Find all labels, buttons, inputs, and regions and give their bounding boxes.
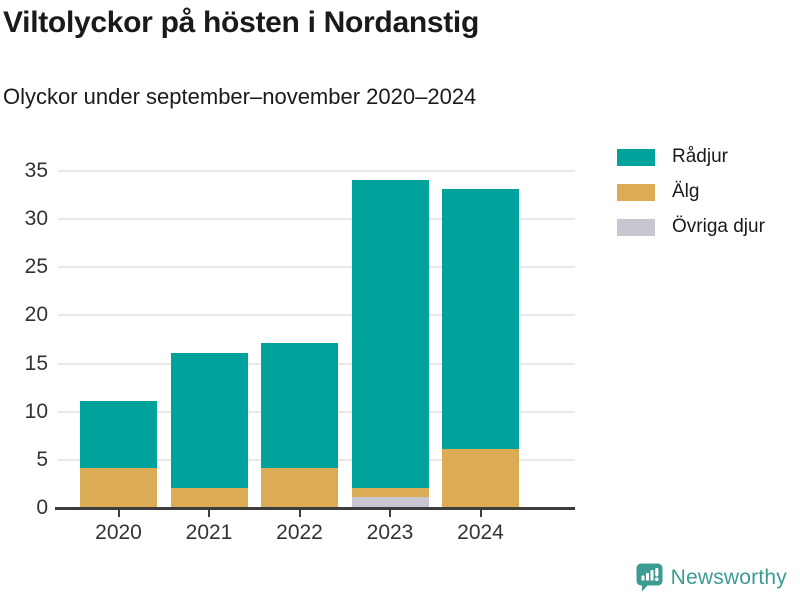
legend-item-Övriga djur: Övriga djur bbox=[617, 216, 765, 238]
x-axis-tick bbox=[117, 510, 120, 517]
bar-segment-2020-Älg bbox=[80, 468, 157, 507]
y-axis-tick-label: 0 bbox=[36, 496, 48, 519]
brand-name: Newsworthy bbox=[670, 565, 787, 589]
x-axis-tick bbox=[208, 510, 210, 517]
y-axis-tick-label: 20 bbox=[24, 303, 48, 327]
legend-label: Rådjur bbox=[672, 146, 728, 167]
bar-segment-2022-Älg bbox=[261, 468, 338, 507]
bar-segment-2020-Rådjur bbox=[80, 401, 157, 469]
x-axis-tick-label: 2023 bbox=[366, 521, 414, 544]
bar-segment-2022-Rådjur bbox=[261, 343, 338, 469]
bar-segment-2024-Rådjur bbox=[442, 189, 519, 450]
legend-label: Älg bbox=[672, 181, 700, 202]
y-axis-tick-label: 5 bbox=[36, 447, 48, 471]
y-axis-tick-label: 15 bbox=[24, 351, 48, 375]
x-axis-tick bbox=[479, 510, 482, 517]
x-axis-tick-label: 2021 bbox=[185, 521, 233, 544]
x-axis-tick-label: 2020 bbox=[95, 521, 142, 544]
gridline-y30 bbox=[58, 218, 575, 221]
legend-label: Övriga djur bbox=[672, 216, 765, 237]
bar-chart-speech-bubble-icon bbox=[636, 563, 663, 592]
chart-title: Viltolyckor på hösten i Nordanstig bbox=[3, 6, 479, 39]
y-axis-tick-label: 35 bbox=[24, 159, 48, 182]
y-axis-tick-label: 10 bbox=[24, 399, 48, 423]
bar-segment-2021-Rådjur bbox=[170, 352, 248, 488]
x-axis-line bbox=[55, 507, 575, 510]
bar-segment-2021-Älg bbox=[170, 487, 248, 507]
bar-segment-2023-Rådjur bbox=[351, 179, 429, 488]
bar-segment-2023-Övriga djur bbox=[351, 497, 429, 507]
brand-footer: Newsworthy bbox=[636, 563, 787, 592]
y-axis-tick-label: 30 bbox=[24, 207, 48, 231]
x-axis-tick-label: 2022 bbox=[276, 521, 323, 544]
legend-item-Älg: Älg bbox=[617, 181, 765, 203]
x-axis-tick bbox=[389, 510, 391, 517]
gridline-y20 bbox=[58, 314, 575, 317]
chart-subtitle: Olyckor under september–november 2020–20… bbox=[3, 84, 477, 109]
legend: Rådjur Älg Övriga djur bbox=[617, 146, 765, 238]
legend-swatch bbox=[617, 218, 655, 236]
x-axis-tick bbox=[298, 510, 301, 517]
y-axis-tick-label: 25 bbox=[24, 255, 48, 279]
x-axis-tick-label: 2024 bbox=[457, 521, 504, 544]
bar-segment-2023-Älg bbox=[351, 487, 429, 498]
legend-item-Rådjur: Rådjur bbox=[617, 146, 765, 168]
legend-swatch bbox=[617, 148, 655, 166]
bar-segment-2024-Älg bbox=[442, 449, 519, 507]
legend-swatch bbox=[617, 183, 655, 201]
gridline-y25 bbox=[58, 266, 575, 269]
gridline-y35 bbox=[58, 170, 575, 172]
